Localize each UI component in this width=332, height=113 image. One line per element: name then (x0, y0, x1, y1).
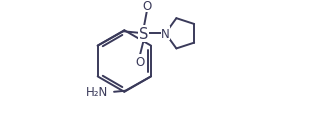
Text: O: O (142, 0, 151, 13)
Text: H₂N: H₂N (86, 86, 108, 98)
Text: O: O (135, 55, 144, 68)
Text: N: N (161, 28, 170, 40)
Text: S: S (139, 27, 148, 41)
